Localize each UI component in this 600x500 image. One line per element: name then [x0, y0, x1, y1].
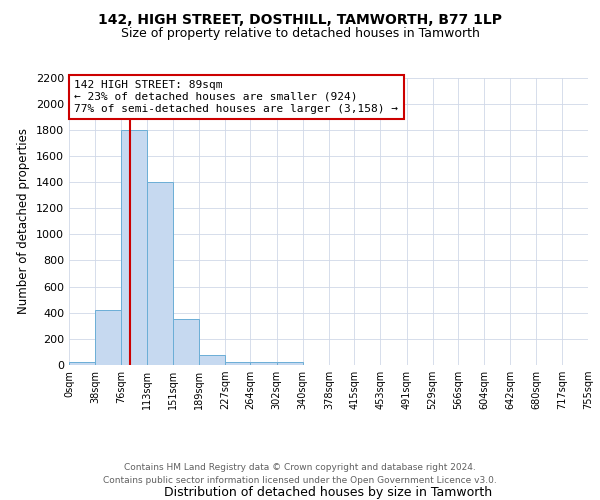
Bar: [69, 362, 95, 365]
Bar: [121, 130, 146, 365]
Text: Contains HM Land Registry data © Crown copyright and database right 2024.: Contains HM Land Registry data © Crown c…: [124, 464, 476, 472]
Bar: [250, 362, 277, 365]
Bar: [199, 354, 225, 365]
X-axis label: Distribution of detached houses by size in Tamworth: Distribution of detached houses by size …: [164, 486, 493, 499]
Bar: [277, 362, 303, 365]
Text: 142, HIGH STREET, DOSTHILL, TAMWORTH, B77 1LP: 142, HIGH STREET, DOSTHILL, TAMWORTH, B7…: [98, 12, 502, 26]
Bar: [225, 362, 250, 365]
Text: Size of property relative to detached houses in Tamworth: Size of property relative to detached ho…: [121, 28, 479, 40]
Y-axis label: Number of detached properties: Number of detached properties: [17, 128, 31, 314]
Text: Contains public sector information licensed under the Open Government Licence v3: Contains public sector information licen…: [103, 476, 497, 485]
Text: 142 HIGH STREET: 89sqm
← 23% of detached houses are smaller (924)
77% of semi-de: 142 HIGH STREET: 89sqm ← 23% of detached…: [74, 80, 398, 114]
Bar: [146, 182, 173, 365]
Bar: [95, 310, 121, 365]
Bar: [173, 320, 199, 365]
